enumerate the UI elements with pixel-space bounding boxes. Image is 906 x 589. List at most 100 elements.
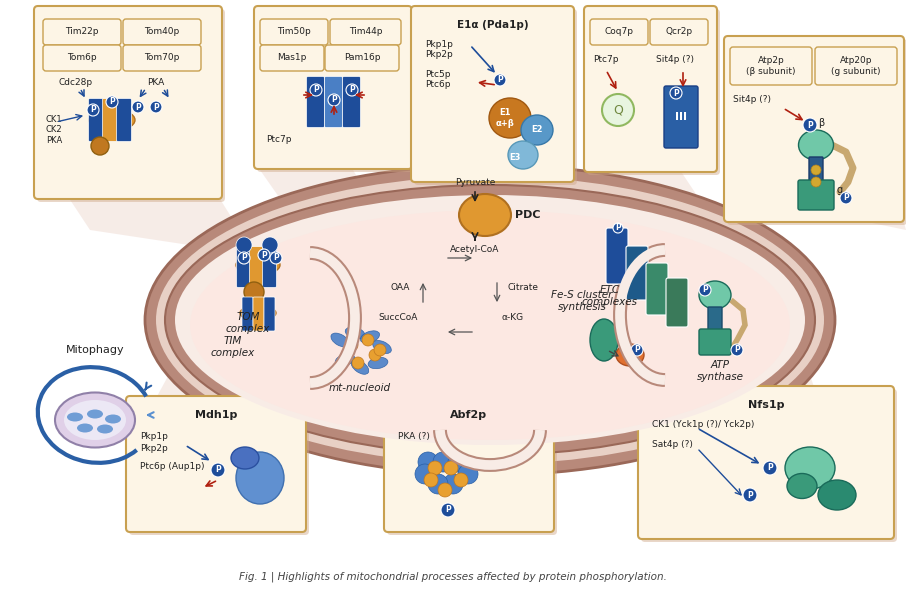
Text: CK1
CK2
PKA: CK1 CK2 PKA: [46, 115, 63, 145]
Text: Pyruvate: Pyruvate: [455, 178, 496, 187]
Ellipse shape: [345, 327, 365, 339]
FancyBboxPatch shape: [330, 19, 401, 45]
Text: Fig. 1 | Highlights of mitochondrial processes affected by protein phosphorylati: Fig. 1 | Highlights of mitochondrial pro…: [239, 571, 667, 582]
Text: III: III: [675, 112, 687, 122]
Circle shape: [444, 461, 458, 475]
Text: Q: Q: [613, 104, 623, 117]
Text: P: P: [109, 98, 115, 107]
Text: Acetyl-CoA: Acetyl-CoA: [450, 245, 500, 254]
FancyBboxPatch shape: [798, 180, 834, 210]
Text: Mitophagy: Mitophagy: [66, 345, 124, 355]
FancyBboxPatch shape: [641, 389, 897, 542]
FancyBboxPatch shape: [263, 247, 276, 287]
FancyBboxPatch shape: [123, 19, 201, 45]
Text: Fe-S cluster
synthesis: Fe-S cluster synthesis: [552, 290, 612, 312]
Circle shape: [424, 473, 438, 487]
Ellipse shape: [489, 98, 531, 138]
FancyBboxPatch shape: [253, 297, 264, 331]
Text: mt-nucleoid: mt-nucleoid: [329, 383, 391, 393]
FancyBboxPatch shape: [260, 19, 328, 45]
FancyBboxPatch shape: [342, 77, 361, 127]
FancyBboxPatch shape: [129, 399, 309, 535]
Text: Ptc6p (Aup1p): Ptc6p (Aup1p): [140, 462, 205, 471]
Text: P: P: [615, 223, 621, 233]
Text: P: P: [702, 286, 708, 294]
FancyBboxPatch shape: [123, 45, 201, 71]
Text: P: P: [261, 250, 267, 260]
FancyBboxPatch shape: [650, 19, 708, 45]
Ellipse shape: [77, 423, 93, 432]
Circle shape: [811, 177, 821, 187]
Circle shape: [433, 452, 453, 472]
Polygon shape: [260, 165, 380, 220]
FancyBboxPatch shape: [730, 47, 812, 85]
FancyBboxPatch shape: [117, 98, 131, 141]
Polygon shape: [725, 155, 906, 230]
Ellipse shape: [459, 194, 511, 236]
FancyBboxPatch shape: [306, 77, 324, 127]
Text: CK1 (Yck1p (?)/ Yck2p): CK1 (Yck1p (?)/ Yck2p): [652, 420, 755, 429]
FancyBboxPatch shape: [590, 19, 648, 45]
Ellipse shape: [798, 130, 834, 160]
Ellipse shape: [236, 255, 280, 275]
Circle shape: [352, 357, 364, 369]
Ellipse shape: [508, 141, 538, 169]
Circle shape: [310, 84, 322, 96]
Text: g: g: [837, 185, 843, 195]
Text: Cdc28p: Cdc28p: [59, 78, 93, 87]
FancyBboxPatch shape: [411, 6, 574, 182]
Circle shape: [631, 344, 643, 356]
Text: P: P: [767, 464, 773, 472]
Text: Pkp1p
Pkp2p: Pkp1p Pkp2p: [425, 40, 453, 59]
Circle shape: [244, 282, 264, 302]
Text: PKA (?): PKA (?): [398, 432, 429, 441]
Circle shape: [87, 104, 99, 116]
Circle shape: [238, 252, 250, 264]
Ellipse shape: [105, 415, 121, 423]
FancyBboxPatch shape: [249, 247, 264, 287]
Text: P: P: [634, 346, 640, 355]
Circle shape: [454, 473, 468, 487]
Ellipse shape: [97, 425, 113, 434]
Text: Tim50p: Tim50p: [277, 28, 311, 37]
Text: P: P: [445, 505, 451, 515]
Text: β: β: [818, 118, 824, 128]
Circle shape: [211, 463, 225, 477]
Circle shape: [613, 223, 623, 233]
Text: P: P: [497, 75, 503, 84]
Ellipse shape: [335, 354, 355, 366]
FancyBboxPatch shape: [815, 47, 897, 85]
Ellipse shape: [165, 185, 815, 455]
FancyBboxPatch shape: [257, 9, 415, 172]
Text: PDC: PDC: [515, 210, 541, 220]
Text: P: P: [349, 85, 355, 94]
Text: Tim22p: Tim22p: [65, 28, 99, 37]
Polygon shape: [395, 165, 540, 210]
FancyBboxPatch shape: [646, 263, 668, 315]
Text: E3: E3: [509, 154, 521, 163]
FancyBboxPatch shape: [626, 246, 648, 300]
Circle shape: [369, 349, 381, 361]
Text: Tom40p: Tom40p: [144, 28, 179, 37]
Circle shape: [494, 74, 506, 86]
Ellipse shape: [145, 165, 835, 475]
Circle shape: [346, 84, 358, 96]
Text: P: P: [90, 105, 96, 114]
Ellipse shape: [231, 447, 259, 469]
FancyBboxPatch shape: [260, 45, 324, 71]
Text: Atp2p
(β subunit): Atp2p (β subunit): [747, 57, 795, 76]
FancyBboxPatch shape: [638, 386, 894, 539]
FancyBboxPatch shape: [37, 9, 225, 202]
FancyBboxPatch shape: [34, 6, 222, 199]
Circle shape: [150, 101, 162, 113]
FancyBboxPatch shape: [43, 19, 121, 45]
FancyBboxPatch shape: [384, 396, 554, 532]
FancyBboxPatch shape: [236, 247, 250, 287]
Ellipse shape: [89, 109, 135, 131]
Text: Ptc5p
Ptc6p: Ptc5p Ptc6p: [425, 70, 450, 90]
Text: Citrate: Citrate: [507, 283, 538, 292]
FancyBboxPatch shape: [727, 39, 906, 225]
Text: Tim44p: Tim44p: [349, 28, 382, 37]
Circle shape: [731, 344, 743, 356]
Text: TOM
complex: TOM complex: [226, 312, 270, 333]
